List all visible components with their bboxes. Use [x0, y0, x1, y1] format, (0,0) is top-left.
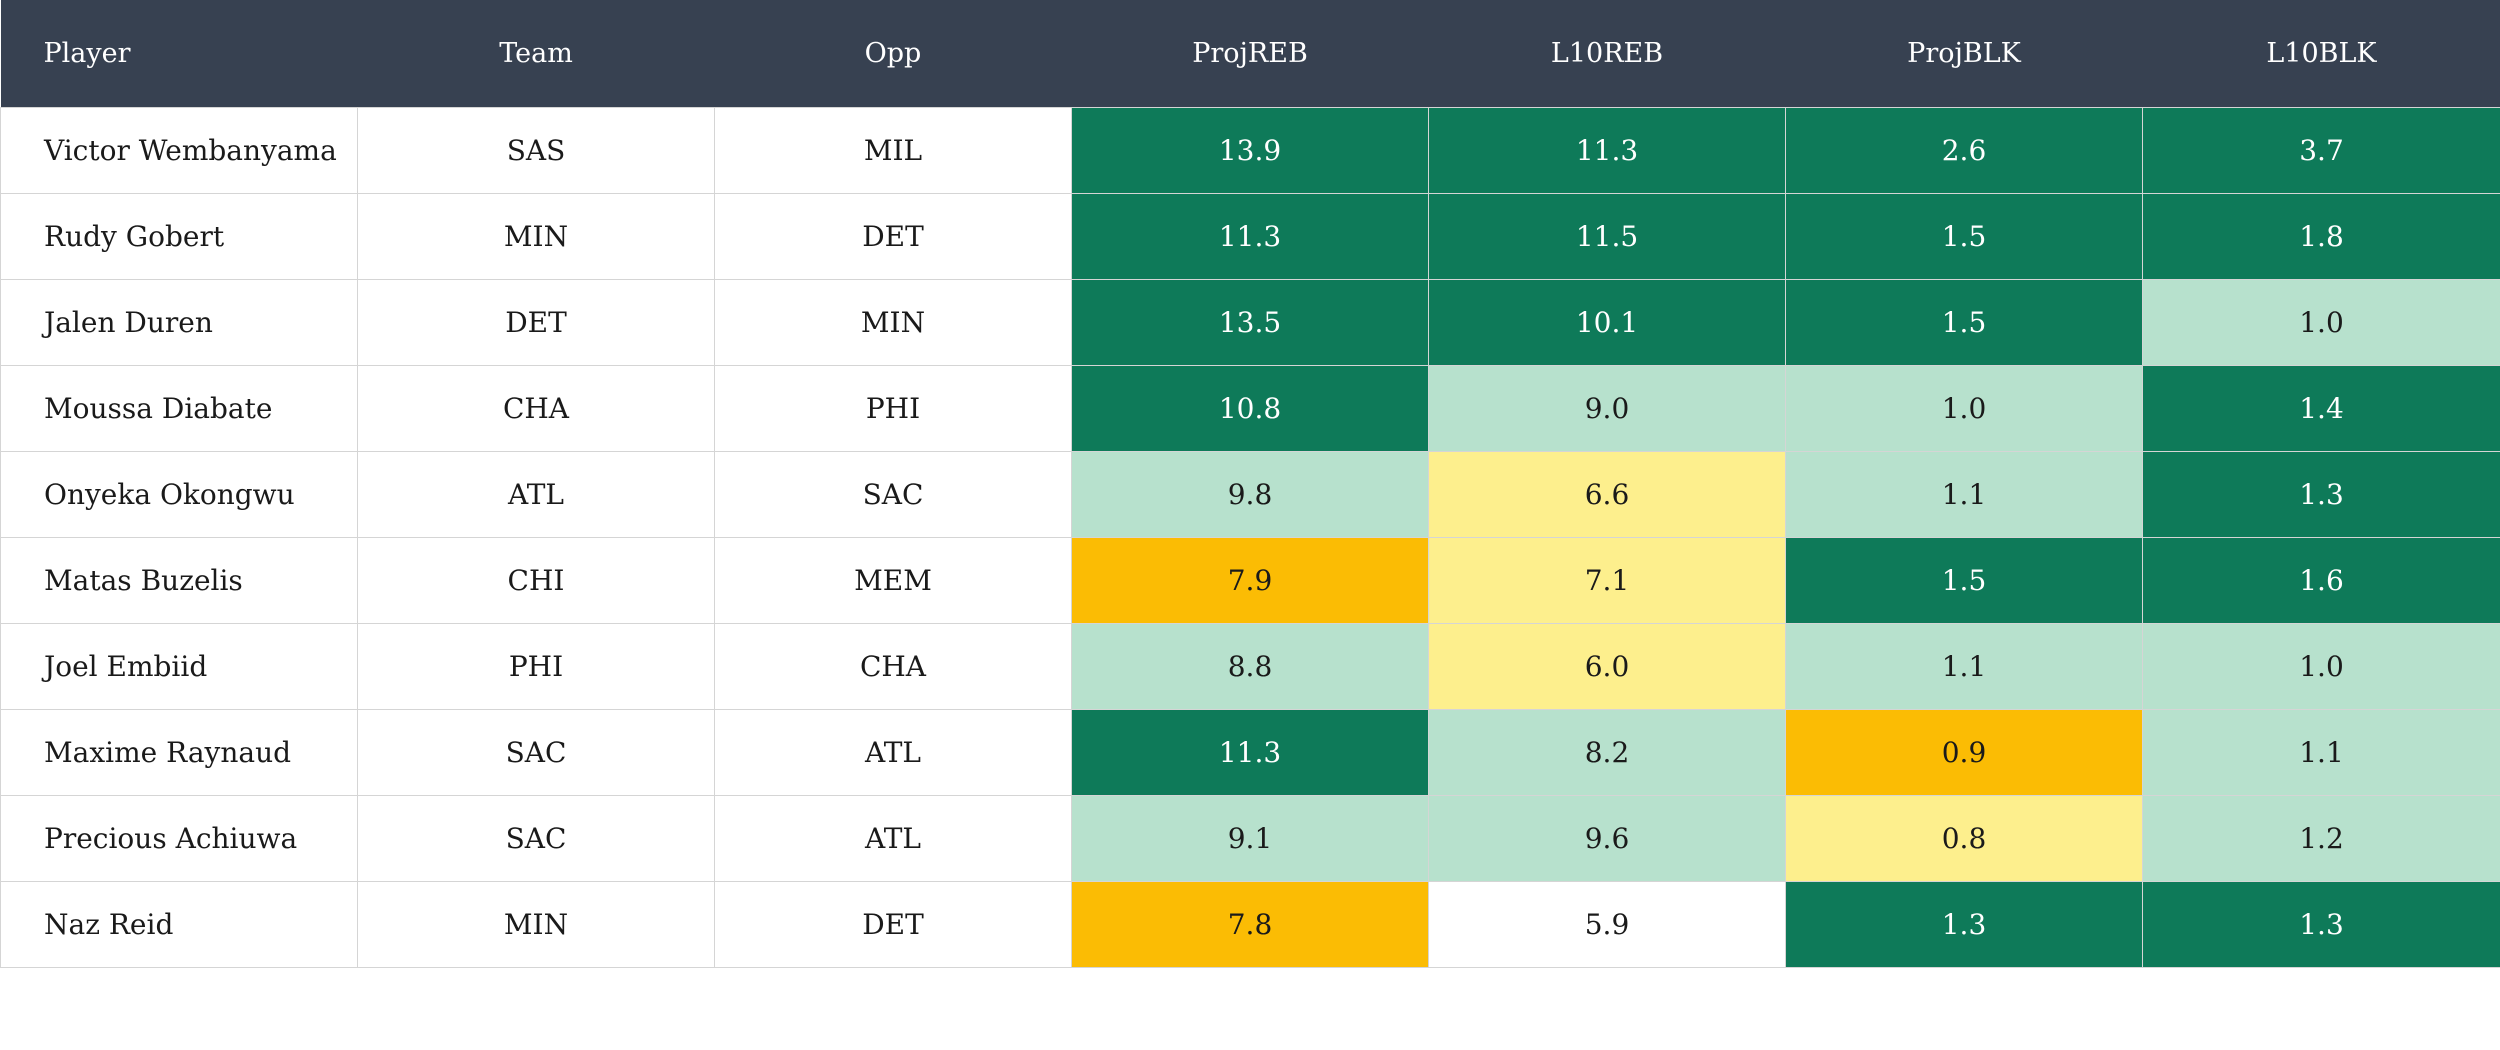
cell-l10reb: 9.0	[1428, 364, 1786, 452]
cell-l10reb: 10.1	[1428, 278, 1786, 366]
table-row[interactable]: Onyeka Okongwu ATL SAC 9.8 6.6 1.1 1.3	[0, 450, 2500, 538]
cell-l10reb: 11.5	[1428, 192, 1786, 280]
cell-player: Jalen Duren	[0, 278, 358, 366]
cell-team: SAC	[357, 708, 715, 796]
cell-opp: PHI	[714, 364, 1072, 452]
cell-l10blk: 1.1	[2142, 708, 2500, 796]
cell-projblk: 1.1	[1785, 622, 2143, 710]
cell-l10reb: 7.1	[1428, 536, 1786, 624]
table-row[interactable]: Victor Wembanyama SAS MIL 13.9 11.3 2.6 3.7	[0, 106, 2500, 194]
cell-projreb: 10.8	[1071, 364, 1429, 452]
table-body: Victor Wembanyama SAS MIL 13.9 11.3 2.6 3.7 Rud…	[0, 106, 2500, 968]
cell-projreb: 8.8	[1071, 622, 1429, 710]
cell-player: Moussa Diabate	[0, 364, 358, 452]
cell-projreb: 7.9	[1071, 536, 1429, 624]
cell-projreb: 9.8	[1071, 450, 1429, 538]
cell-opp: ATL	[714, 794, 1072, 882]
cell-projblk: 1.5	[1785, 192, 2143, 280]
cell-opp: ATL	[714, 708, 1072, 796]
cell-l10blk: 1.0	[2142, 278, 2500, 366]
header-opp[interactable]: Opp	[864, 37, 922, 69]
cell-l10blk: 1.3	[2142, 880, 2500, 968]
cell-projblk: 1.0	[1785, 364, 2143, 452]
cell-projblk: 1.1	[1785, 450, 2143, 538]
cell-opp: SAC	[714, 450, 1072, 538]
cell-projblk: 1.5	[1785, 278, 2143, 366]
cell-player: Rudy Gobert	[0, 192, 358, 280]
cell-team: SAC	[357, 794, 715, 882]
header-projblk[interactable]: ProjBLK	[1907, 37, 2021, 69]
cell-team: CHA	[357, 364, 715, 452]
header-team[interactable]: Team	[499, 37, 573, 69]
table-row[interactable]: Maxime Raynaud SAC ATL 11.3 8.2 0.9 1.1	[0, 708, 2500, 796]
cell-projblk: 0.8	[1785, 794, 2143, 882]
cell-team: CHI	[357, 536, 715, 624]
cell-projblk: 2.6	[1785, 106, 2143, 194]
table-header: Player Team Opp ProjREB L10REB ProjBLK L…	[0, 0, 2500, 107]
cell-l10blk: 1.0	[2142, 622, 2500, 710]
cell-team: PHI	[357, 622, 715, 710]
player-stats-table: Player Team Opp ProjREB L10REB ProjBLK L…	[0, 0, 2500, 968]
cell-team: MIN	[357, 192, 715, 280]
cell-player: Victor Wembanyama	[0, 106, 358, 194]
cell-opp: MEM	[714, 536, 1072, 624]
cell-l10reb: 8.2	[1428, 708, 1786, 796]
table-row[interactable]: Moussa Diabate CHA PHI 10.8 9.0 1.0 1.4	[0, 364, 2500, 452]
cell-projreb: 11.3	[1071, 192, 1429, 280]
cell-player: Naz Reid	[0, 880, 358, 968]
cell-team: MIN	[357, 880, 715, 968]
table-row[interactable]: Precious Achiuwa SAC ATL 9.1 9.6 0.8 1.2	[0, 794, 2500, 882]
cell-team: SAS	[357, 106, 715, 194]
cell-player: Matas Buzelis	[0, 536, 358, 624]
cell-l10reb: 11.3	[1428, 106, 1786, 194]
cell-opp: CHA	[714, 622, 1072, 710]
table-row[interactable]: Jalen Duren DET MIN 13.5 10.1 1.5 1.0	[0, 278, 2500, 366]
cell-l10blk: 3.7	[2142, 106, 2500, 194]
cell-l10blk: 1.6	[2142, 536, 2500, 624]
table-row[interactable]: Joel Embiid PHI CHA 8.8 6.0 1.1 1.0	[0, 622, 2500, 710]
cell-projblk: 1.5	[1785, 536, 2143, 624]
cell-projblk: 1.3	[1785, 880, 2143, 968]
cell-opp: DET	[714, 880, 1072, 968]
cell-l10blk: 1.8	[2142, 192, 2500, 280]
cell-team: DET	[357, 278, 715, 366]
header-player[interactable]: Player	[43, 37, 131, 69]
cell-l10reb: 6.0	[1428, 622, 1786, 710]
cell-opp: DET	[714, 192, 1072, 280]
cell-player: Precious Achiuwa	[0, 794, 358, 882]
header-projreb[interactable]: ProjREB	[1192, 37, 1308, 69]
cell-projreb: 13.9	[1071, 106, 1429, 194]
cell-projreb: 11.3	[1071, 708, 1429, 796]
cell-l10blk: 1.4	[2142, 364, 2500, 452]
cell-opp: MIL	[714, 106, 1072, 194]
header-l10reb[interactable]: L10REB	[1550, 37, 1664, 69]
table-row[interactable]: Matas Buzelis CHI MEM 7.9 7.1 1.5 1.6	[0, 536, 2500, 624]
cell-player: Joel Embiid	[0, 622, 358, 710]
cell-l10reb: 9.6	[1428, 794, 1786, 882]
cell-l10reb: 6.6	[1428, 450, 1786, 538]
cell-projreb: 13.5	[1071, 278, 1429, 366]
cell-projreb: 9.1	[1071, 794, 1429, 882]
table-row[interactable]: Naz Reid MIN DET 7.8 5.9 1.3 1.3	[0, 880, 2500, 968]
cell-player: Onyeka Okongwu	[0, 450, 358, 538]
header-row: Player Team Opp ProjREB L10REB ProjBLK L…	[0, 0, 2500, 107]
cell-l10blk: 1.3	[2142, 450, 2500, 538]
cell-l10blk: 1.2	[2142, 794, 2500, 882]
header-l10blk[interactable]: L10BLK	[2266, 37, 2377, 69]
table-row[interactable]: Rudy Gobert MIN DET 11.3 11.5 1.5 1.8	[0, 192, 2500, 280]
cell-opp: MIN	[714, 278, 1072, 366]
player-stats-table-container: Player Team Opp ProjREB L10REB ProjBLK L…	[0, 0, 2500, 968]
cell-player: Maxime Raynaud	[0, 708, 358, 796]
cell-projreb: 7.8	[1071, 880, 1429, 968]
cell-l10reb: 5.9	[1428, 880, 1786, 968]
cell-team: ATL	[357, 450, 715, 538]
cell-projblk: 0.9	[1785, 708, 2143, 796]
